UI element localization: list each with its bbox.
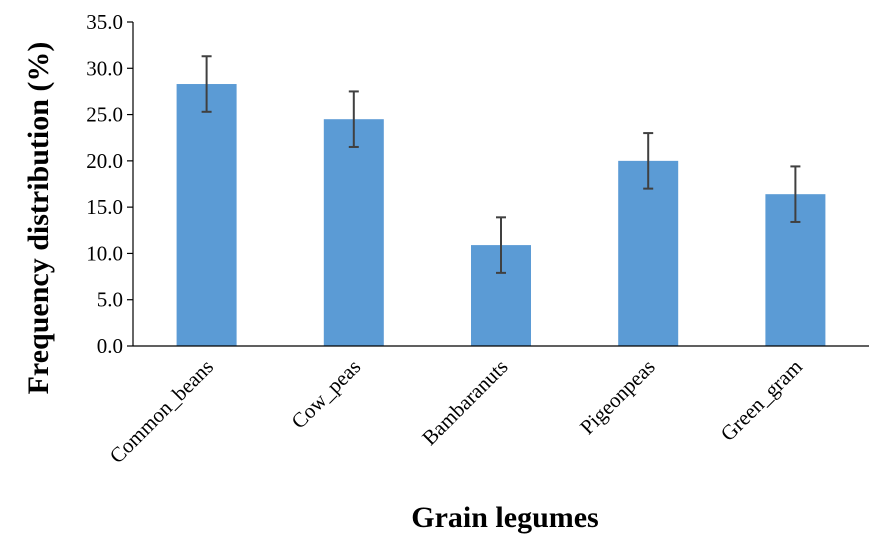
y-tick-label: 30.0 bbox=[86, 56, 123, 80]
x-tick-label: Cow_peas bbox=[286, 355, 365, 434]
bar-cow-peas bbox=[323, 119, 384, 346]
x-tick-label: Green_gram bbox=[716, 355, 807, 446]
y-tick-label: 5.0 bbox=[97, 288, 123, 312]
bars-layer bbox=[176, 84, 826, 346]
y-tick-label: 10.0 bbox=[86, 241, 123, 265]
y-tick-label: 20.0 bbox=[86, 149, 123, 173]
error-bar bbox=[201, 55, 212, 113]
y-tick-label: 15.0 bbox=[86, 195, 123, 219]
error-bars-layer bbox=[201, 55, 801, 274]
error-bar bbox=[790, 165, 801, 223]
y-axis-title: Frequency distribution (%) bbox=[22, 42, 55, 395]
x-axis-title: Grain legumes bbox=[411, 501, 599, 534]
x-tick-label: Pigeonpeas bbox=[575, 355, 660, 440]
bar-common-beans bbox=[176, 84, 237, 346]
error-bar bbox=[348, 90, 359, 148]
error-bar bbox=[643, 132, 654, 190]
y-tick-label: 35.0 bbox=[86, 10, 123, 34]
bar-pigeonpeas bbox=[618, 160, 679, 346]
x-tick-label: Bambaranuts bbox=[417, 355, 512, 450]
y-tick-label: 0.0 bbox=[97, 334, 123, 358]
y-tick-label: 25.0 bbox=[86, 103, 123, 127]
axes-layer bbox=[127, 21, 869, 347]
error-bar bbox=[496, 216, 506, 274]
x-tick-label: Common_beans bbox=[105, 355, 218, 468]
